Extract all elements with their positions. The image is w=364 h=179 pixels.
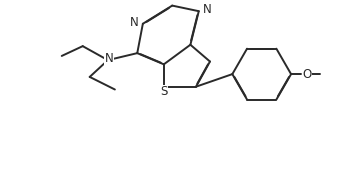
Text: S: S: [160, 85, 167, 98]
Text: N: N: [130, 16, 139, 29]
Text: O: O: [302, 68, 312, 81]
Text: N: N: [105, 52, 114, 65]
Text: N: N: [203, 3, 212, 16]
